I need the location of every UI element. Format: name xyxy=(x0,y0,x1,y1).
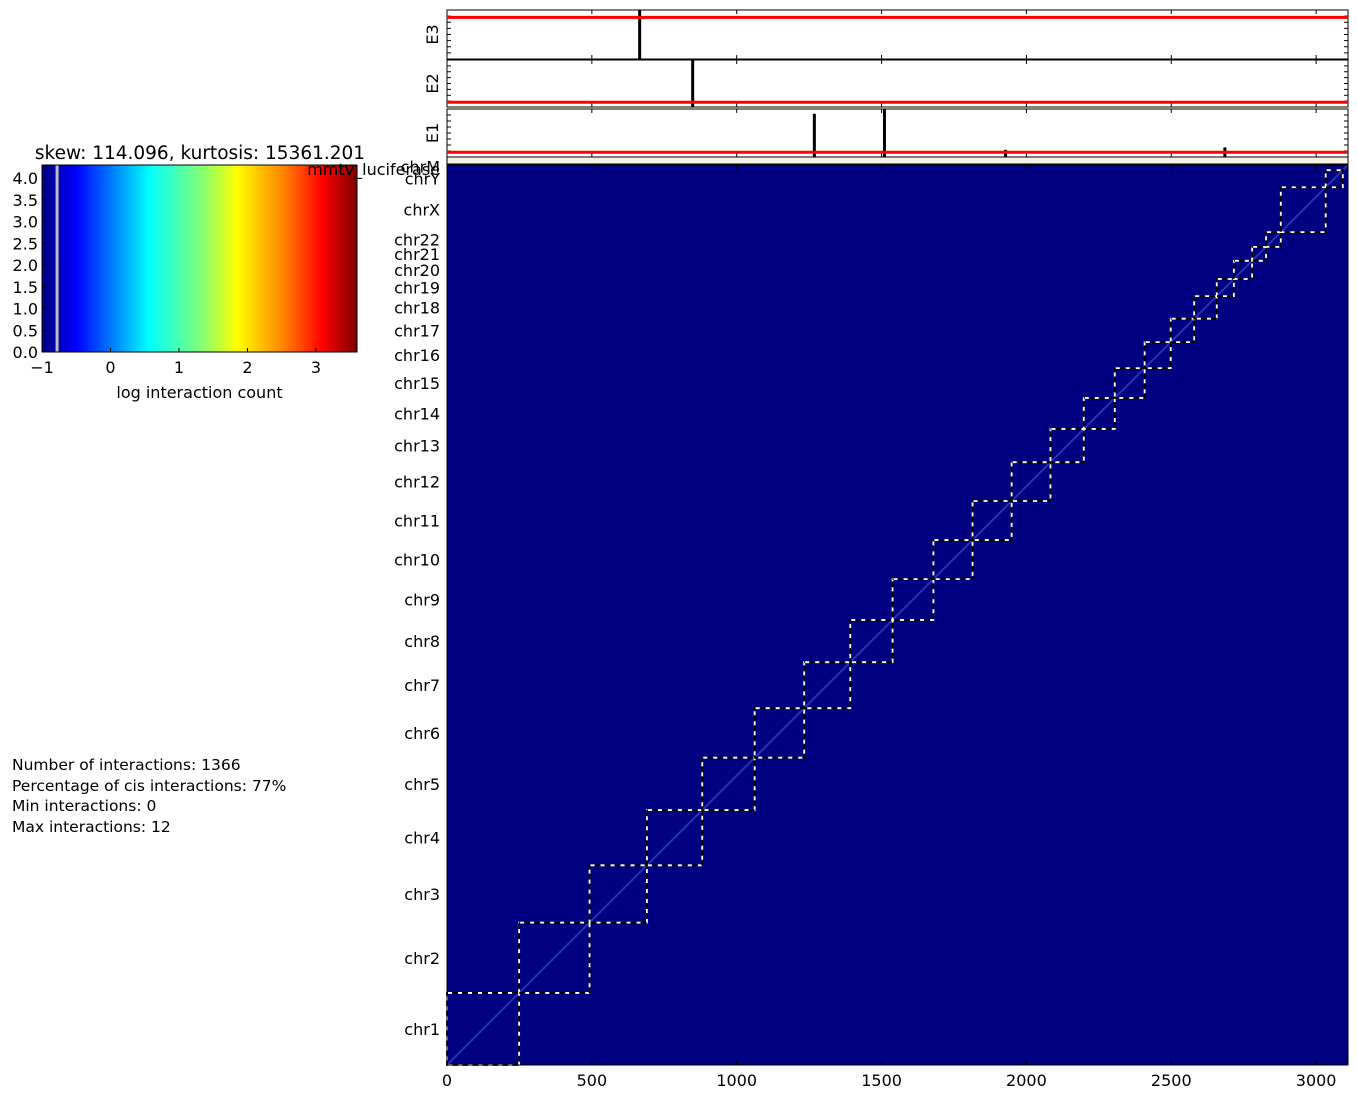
chromosome-boundary-dark-chr10 xyxy=(932,539,974,581)
chromosome-boundary-chr18 xyxy=(1193,295,1218,320)
chrom-label-chr10: chr10 xyxy=(394,551,440,570)
chrom-label-chr14: chr14 xyxy=(394,404,440,423)
chromosome-boundary-dark-chrX xyxy=(1279,186,1327,234)
stat-interactions: Number of interactions: 1366 xyxy=(12,756,241,774)
chromosome-boundary-dark-chr7 xyxy=(803,661,852,710)
cbar-x-tick-label: 1 xyxy=(174,358,184,377)
chromosome-boundary-dark-chr22 xyxy=(1265,231,1282,248)
chromosome-boundary-dark-chr2 xyxy=(518,921,591,994)
x-tick-label: 2000 xyxy=(1006,1071,1047,1090)
chrom-label-chr17: chr17 xyxy=(394,321,440,340)
stat-cis-percentage: Percentage of cis interactions: 77% xyxy=(12,776,287,795)
chromosome-boundary-chr6 xyxy=(753,707,806,759)
chromosome-boundary-chr4 xyxy=(646,809,704,867)
diagonal-signal xyxy=(446,164,1349,1066)
track-E2-label: E2 xyxy=(423,73,442,93)
cbar-y-tick-label: 2.0 xyxy=(13,256,38,275)
chrom-label-chr5: chr5 xyxy=(404,775,440,794)
chrom-label-chr12: chr12 xyxy=(394,473,440,492)
chrom-label-chr22: chr22 xyxy=(394,231,440,250)
chrom-label-chr6: chr6 xyxy=(404,724,440,743)
chromosome-boundary-dark-chr17 xyxy=(1169,317,1196,344)
x-tick-label: 2500 xyxy=(1151,1071,1192,1090)
chromosome-boundary-dark-chr16 xyxy=(1143,341,1172,370)
chromosome-boundary-dark-chr5 xyxy=(701,756,756,811)
contact-heatmap: 0 500 1000 1500 2000 2500 3000 chr1 chr2 chr3 chr4… xyxy=(307,157,1349,1090)
cbar-y-tick-label: 2.5 xyxy=(13,234,38,253)
chrom-label-chr7: chr7 xyxy=(404,676,440,695)
chrom-label-mmtv_luciferase: mmtv_luciferase xyxy=(307,160,440,180)
chrom-label-chr21: chr21 xyxy=(394,245,440,264)
cbar-y-tick-label: 4.0 xyxy=(13,169,38,188)
track-E1-label: E1 xyxy=(423,123,442,143)
chromosome-boundary-chr22 xyxy=(1265,231,1282,248)
chromosome-boundary-dark-chr13 xyxy=(1049,428,1085,464)
stat-max: Max interactions: 12 xyxy=(12,817,171,836)
chromosome-boundary-dark-chr14 xyxy=(1082,397,1116,430)
chrom-label-chr16: chr16 xyxy=(394,346,440,365)
x-tick-label: 3000 xyxy=(1296,1071,1337,1090)
chrom-label-chrX: chrX xyxy=(404,201,441,220)
cbar-y-tick-label: 1.0 xyxy=(13,300,38,319)
chrom-label-chr4: chr4 xyxy=(404,829,440,848)
chrom-label-chr9: chr9 xyxy=(404,591,440,610)
cbar-x-tick-label: 3 xyxy=(311,358,321,377)
cbar-x-tick-label: −1 xyxy=(30,358,54,377)
chromosome-boundary-chr13 xyxy=(1049,428,1085,464)
cbar-xlabel: log interaction count xyxy=(116,383,282,402)
chromosome-boundary-dark-chr21 xyxy=(1251,245,1267,262)
track-E1-frame xyxy=(446,108,1349,158)
chromosome-boundary-dark-chr11 xyxy=(971,500,1013,541)
x-tick-label: 1000 xyxy=(716,1071,757,1090)
track-E2-frame xyxy=(446,59,1349,108)
chromosome-boundary-chr5 xyxy=(701,756,756,811)
chromosome-boundary-dark-chr18 xyxy=(1193,295,1218,320)
stat-min: Min interactions: 0 xyxy=(12,797,157,816)
x-tick-label: 1500 xyxy=(861,1071,902,1090)
chrom-label-chr1: chr1 xyxy=(404,1020,440,1039)
chromosome-boundary-dark-chr12 xyxy=(1010,461,1052,502)
chrom-label-chr18: chr18 xyxy=(394,298,440,317)
colorbar-histogram: 0.0 0.5 1.0 1.5 2.0 2.5 3.0 3.5 4.0 −1 0 1 2 3 log int… xyxy=(13,143,366,402)
chrom-label-chr11: chr11 xyxy=(394,512,440,531)
cbar-x-tick-label: 2 xyxy=(242,358,252,377)
chromosome-boundary-dark-chrY xyxy=(1324,169,1344,189)
chromosome-boundary-chrX xyxy=(1279,186,1327,234)
x-tick-label: 500 xyxy=(577,1071,608,1090)
cbar-y-tick-label: 1.5 xyxy=(13,278,38,297)
chromosome-boundary-dark-chr20 xyxy=(1232,259,1254,280)
chrom-label-chrM: chrM xyxy=(401,157,440,176)
eigenvector-tracks: E3 E2 E1 xyxy=(423,9,1349,165)
chrom-label-chr13: chr13 xyxy=(394,437,440,456)
cbar-x-tick-label: 0 xyxy=(105,358,115,377)
chromosome-boundary-dark-chr4 xyxy=(646,809,704,867)
cbar-y-tick-label: 3.0 xyxy=(13,213,38,232)
chrom-label-chrY: chrY xyxy=(405,170,441,189)
cbar-y-tick-label: 3.5 xyxy=(13,191,38,210)
chromosome-boundary-chr15 xyxy=(1113,367,1146,399)
x-tick-label: 0 xyxy=(442,1071,452,1090)
colorbar-gradient xyxy=(42,165,357,352)
heatmap-frame xyxy=(446,164,1349,1066)
chrom-label-chr2: chr2 xyxy=(404,949,440,968)
chrom-label-chr19: chr19 xyxy=(394,279,440,298)
chrom-label-chr20: chr20 xyxy=(394,261,440,280)
chromosome-boundary-dark-chr19 xyxy=(1215,278,1235,297)
cbar-y-tick-label: 0.5 xyxy=(13,321,38,340)
track-separator xyxy=(446,156,1349,165)
chrom-label-chr3: chr3 xyxy=(404,885,440,904)
chromosome-boundary-dark-chr9 xyxy=(891,578,935,621)
chromosome-boundary-dark-chr3 xyxy=(588,864,648,924)
chrom-label-chr15: chr15 xyxy=(394,374,440,393)
interaction-stats: Number of interactions: 1366 Percentage … xyxy=(12,755,286,837)
cbar-title: skew: 114.096, kurtosis: 15361.201 xyxy=(35,143,365,164)
cbar-y-tick-label: 0.0 xyxy=(13,343,38,362)
track-E3-label: E3 xyxy=(423,24,442,44)
chromosome-boundary-dark-chr8 xyxy=(849,619,894,664)
colorbar-frame xyxy=(41,164,358,353)
chrom-label-chr8: chr8 xyxy=(404,632,440,651)
